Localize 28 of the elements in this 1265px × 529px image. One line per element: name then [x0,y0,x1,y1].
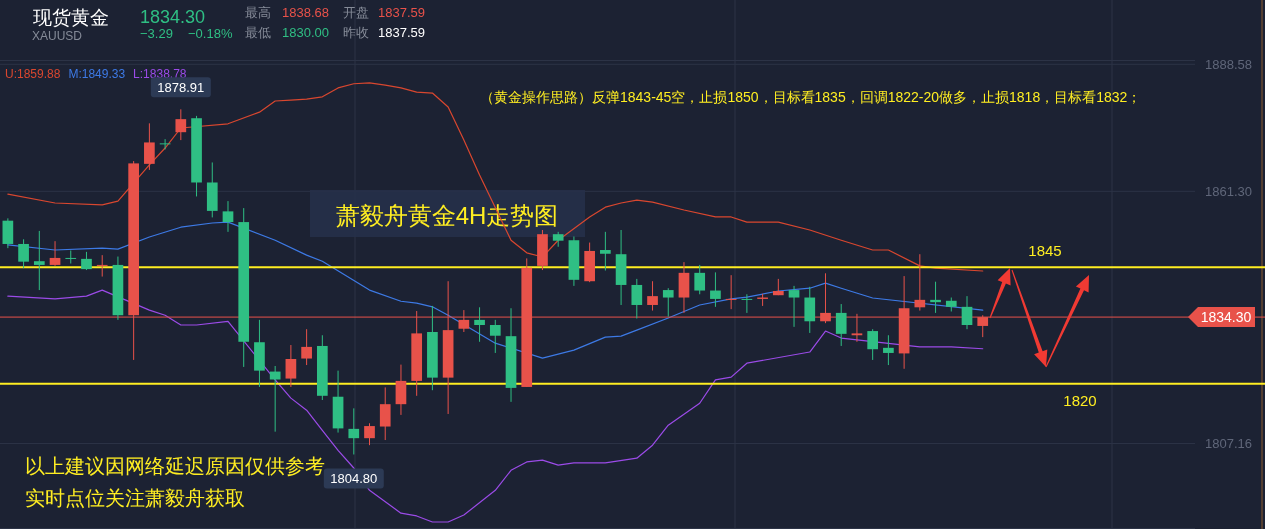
ref-line-label: 1820 [1063,391,1097,409]
text: L:1838.78 [133,67,187,81]
text: 1837.59 [378,5,425,20]
annotation: 以上建议因网络延迟原因仅供参考 [25,455,325,477]
ref-line-label: 1845 [1028,242,1062,260]
y-tick-label: 1888.58 [1205,57,1252,73]
text: 最高 [245,5,271,20]
line-series [7,289,984,523]
text: 1830.00 [282,25,329,40]
annotation: 1878.91 [157,80,205,96]
text: M:1849.33 [68,67,126,81]
text: 开盘 [343,5,369,20]
ref-line-label: 1834.30 [1200,309,1252,326]
text: 现货黄金 [33,7,109,28]
text: 昨收 [343,25,369,40]
text: 1838.68 [282,5,329,20]
annotation: （黄金操作思路）反弹1843-45空，止损1850，目标看1835，回调1822-20做多，止损1818，目标看1832； [480,89,1142,105]
y-tick-label: 1807.16 [1205,436,1252,452]
y-tick-label: 1861.30 [1205,184,1252,200]
text: −0.18% [188,26,233,41]
text: 最低 [245,25,271,40]
text: 1837.59 [378,25,425,40]
text: U:1859.88 [5,67,61,81]
annotation: 1804.80 [330,471,378,487]
text: −3.29 [140,26,173,41]
text: XAUUSD [32,29,83,43]
annotation: 实时点位关注萧毅舟获取 [25,487,245,509]
text: 1834.30 [140,7,206,27]
